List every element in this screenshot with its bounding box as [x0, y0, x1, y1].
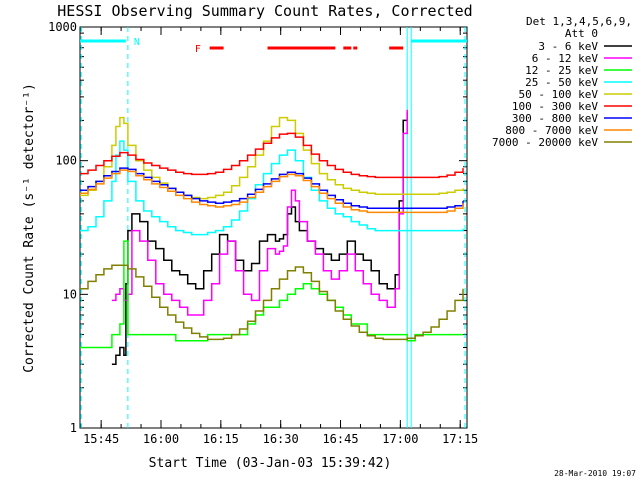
legend-header-line2: Att 0 [565, 27, 598, 40]
x-tick-label: 16:30 [263, 432, 299, 446]
night-label: N [134, 37, 140, 48]
series-line [80, 169, 464, 214]
x-tick-label: 16:00 [143, 432, 179, 446]
legend-label: 7000 - 20000 keV [492, 136, 598, 149]
series-line [80, 140, 464, 236]
legend-label: 50 - 100 keV [519, 88, 599, 101]
legend-label: 3 - 6 keV [538, 40, 598, 53]
plot-frame [79, 26, 468, 429]
x-tick-label: 15:45 [83, 432, 119, 446]
legend-label: 300 - 800 keV [512, 112, 598, 125]
y-tick-label: 1 [70, 421, 77, 435]
x-axis-label: Start Time (03-Jan-03 15:39:42) [149, 456, 392, 471]
legend-header-line1: Det 1,3,4,5,6,9, [526, 15, 632, 28]
series-line [111, 109, 408, 316]
series-line [111, 112, 408, 365]
plot-layer: 1 10 100 1000 15:45 16:00 16:15 16:30 16:45 17:00… [48, 20, 478, 446]
x-tick-label: 16:15 [203, 432, 239, 446]
x-tick-label: 17:15 [442, 432, 478, 446]
series-line [80, 132, 464, 179]
x-tick-label: 17:00 [382, 432, 418, 446]
legend-label: 25 - 50 keV [525, 76, 598, 89]
y-tick-label: 10 [63, 287, 77, 301]
legend-label: 6 - 12 keV [532, 52, 599, 65]
y-tick-label: 100 [55, 154, 77, 168]
series-line [80, 264, 464, 341]
series-line [80, 240, 463, 349]
legend-label: 12 - 25 keV [525, 64, 598, 77]
legend-label: 100 - 300 keV [512, 100, 598, 113]
series-line [80, 116, 464, 200]
x-tick-label: 16:45 [322, 432, 358, 446]
legend-label: 800 - 7000 keV [505, 124, 598, 137]
y-tick-label: 1000 [48, 20, 77, 34]
chart-title: HESSI Observing Summary Count Rates, Cor… [57, 2, 472, 20]
timestamp: 28-Mar-2010 19:07 [554, 469, 636, 478]
flare-label: F [195, 44, 201, 55]
y-axis-label: Corrected Count Rate (s⁻¹ detector⁻¹) [22, 83, 37, 373]
